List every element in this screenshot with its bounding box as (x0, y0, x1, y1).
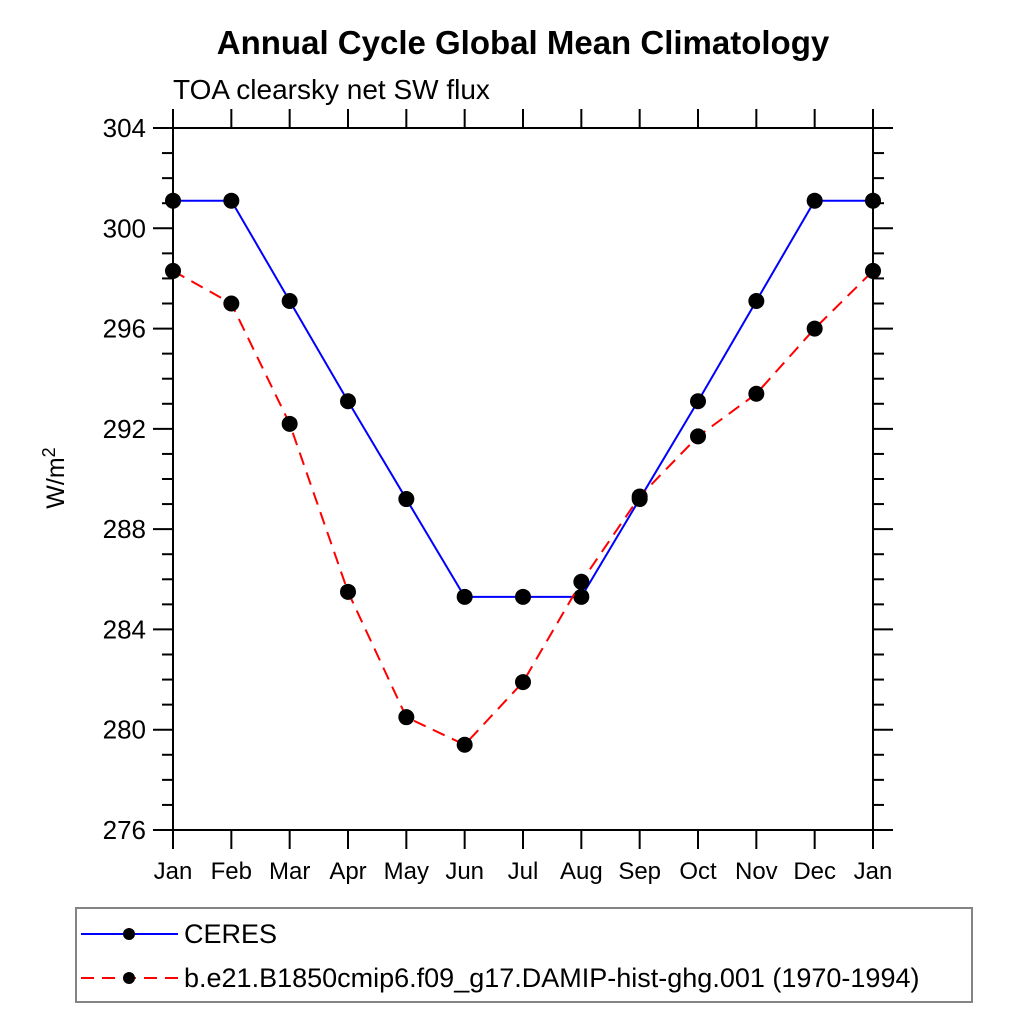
axes-layer: 276 280 284 288 292 296 300 304 Jan Feb Mar Apr May J… (103, 109, 893, 885)
data-point-marker (631, 488, 648, 505)
chart-subtitle: TOA clearsky net SW flux (173, 74, 490, 105)
x-tick-label: Jan (854, 858, 893, 885)
data-point-marker (456, 736, 473, 753)
x-tick-label: Aug (560, 858, 603, 885)
x-tick-label: Jul (508, 858, 539, 885)
data-point-marker (515, 588, 531, 605)
y-tick-label: 300 (103, 213, 146, 243)
data-point-marker (515, 674, 531, 691)
x-tick-label: Mar (269, 858, 310, 885)
data-point-marker (865, 192, 881, 209)
legend-label: b.e21.B1850cmip6.f09_g17.DAMIP-hist-ghg.… (184, 963, 919, 993)
data-point-marker (165, 262, 181, 279)
legend-label: CERES (184, 919, 277, 949)
y-tick-label: 304 (103, 113, 146, 143)
x-tick-label: Dec (793, 858, 836, 885)
legend-box (75, 907, 973, 1003)
y-axis-label: W/m2 (39, 447, 70, 508)
y-tick-label: 296 (103, 314, 146, 344)
y-axis-label-superscript: 2 (39, 447, 59, 457)
y-tick-label: 276 (103, 815, 146, 845)
legend: CERES b.e21.B1850cmip6.f09_g17.DAMIP-hist… (75, 907, 973, 1003)
chart-title: Annual Cycle Global Mean Climatology (217, 24, 830, 61)
data-point-marker (340, 583, 356, 600)
y-axis-label-base: W/m (42, 457, 70, 508)
data-point-marker (398, 491, 415, 508)
data-point-marker (398, 709, 415, 726)
y-tick-label: 280 (103, 715, 146, 745)
plot-border (172, 127, 874, 831)
data-point-marker (690, 428, 706, 445)
x-tick-label: Oct (679, 858, 717, 885)
y-tick-label: 288 (103, 514, 146, 544)
x-tick-label: Feb (211, 858, 252, 885)
data-point-marker (456, 588, 473, 605)
data-point-marker (865, 262, 881, 279)
x-tick-label: Nov (735, 858, 778, 885)
data-point-marker (573, 573, 590, 590)
data-point-marker (573, 588, 590, 605)
data-point-marker (748, 292, 765, 309)
x-tick-label: May (384, 858, 429, 885)
series-line-1 (172, 270, 874, 746)
data-point-marker (165, 192, 181, 209)
data-point-marker (223, 295, 240, 312)
data-point-marker (223, 192, 240, 209)
series-layer (165, 192, 881, 753)
data-point-marker (340, 393, 356, 410)
x-tick-label: Apr (329, 858, 366, 885)
data-point-marker (281, 415, 298, 432)
legend-marker (123, 928, 135, 940)
x-tick-label: Jun (445, 858, 484, 885)
data-point-marker (690, 393, 706, 410)
x-tick-label: Sep (618, 858, 661, 885)
data-point-marker (748, 385, 765, 402)
data-point-marker (281, 292, 298, 309)
data-point-marker (806, 192, 823, 209)
y-tick-label: 284 (103, 614, 146, 644)
x-tick-label: Jan (154, 858, 193, 885)
data-point-marker (806, 320, 823, 337)
y-tick-label: 292 (103, 414, 146, 444)
legend-marker (123, 972, 135, 984)
